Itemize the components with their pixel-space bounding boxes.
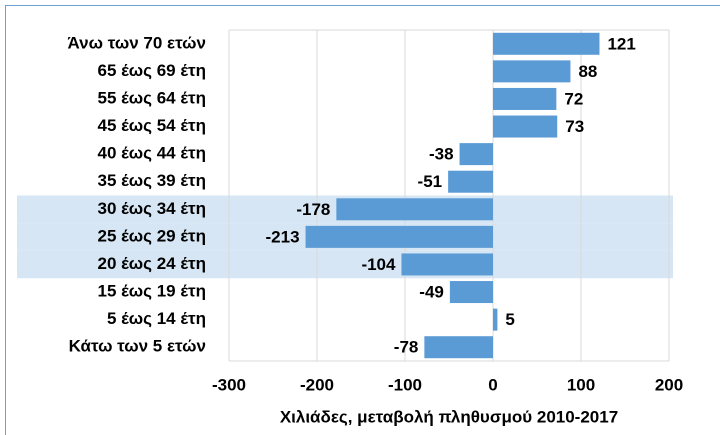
- value-label: 5: [505, 310, 514, 329]
- x-tick-label: 100: [567, 375, 595, 394]
- bar: [305, 225, 493, 248]
- bar: [493, 115, 558, 138]
- x-tick-label: 0: [488, 375, 497, 394]
- bar: [459, 143, 493, 166]
- y-tick-label: Άνω των 70 ετών: [68, 33, 206, 52]
- bar: [449, 281, 493, 304]
- value-label: 72: [564, 89, 583, 108]
- y-tick-label: 5 έως 14 έτη: [107, 309, 206, 328]
- y-tick-label: 40 έως 44 έτη: [98, 144, 207, 163]
- value-label: 121: [607, 34, 635, 53]
- x-tick-label: 200: [655, 375, 683, 394]
- bar: [493, 32, 600, 55]
- bar: [424, 336, 493, 359]
- y-tick-label: 55 έως 64 έτη: [98, 88, 207, 107]
- bar: [493, 308, 498, 331]
- value-label: -38: [429, 145, 454, 164]
- frame: [5, 5, 720, 435]
- value-label: -51: [418, 172, 443, 191]
- y-tick-label: 25 έως 29 έτη: [98, 226, 207, 245]
- y-tick-label: 65 έως 69 έτη: [98, 61, 207, 80]
- x-tick-label: -100: [388, 375, 422, 394]
- y-tick-label: 15 έως 19 έτη: [98, 282, 207, 301]
- y-tick-label: 35 έως 39 έτη: [98, 171, 207, 190]
- bar: [448, 170, 493, 193]
- bar: [401, 253, 493, 276]
- value-label: -213: [266, 227, 300, 246]
- value-label: -104: [361, 255, 396, 274]
- x-axis-title: Χιλιάδες, μεταβολή πληθυσμού 2010-2017: [280, 407, 618, 426]
- bar: [336, 198, 493, 221]
- y-tick-label: Κάτω των 5 ετών: [69, 337, 206, 356]
- value-label: -49: [419, 283, 444, 302]
- value-label: 88: [578, 62, 597, 81]
- highlight-band: [17, 250, 673, 279]
- bar: [493, 60, 571, 83]
- x-tick-label: -200: [300, 375, 334, 394]
- value-label: -78: [394, 338, 419, 357]
- y-tick-label: 30 έως 34 έτη: [98, 199, 207, 218]
- value-label: -178: [296, 200, 330, 219]
- x-tick-label: -300: [212, 375, 246, 394]
- bar: [493, 87, 557, 110]
- value-label: 73: [565, 117, 584, 136]
- y-tick-label: 20 έως 24 έτη: [98, 254, 207, 273]
- y-tick-label: 45 έως 54 έτη: [98, 116, 207, 135]
